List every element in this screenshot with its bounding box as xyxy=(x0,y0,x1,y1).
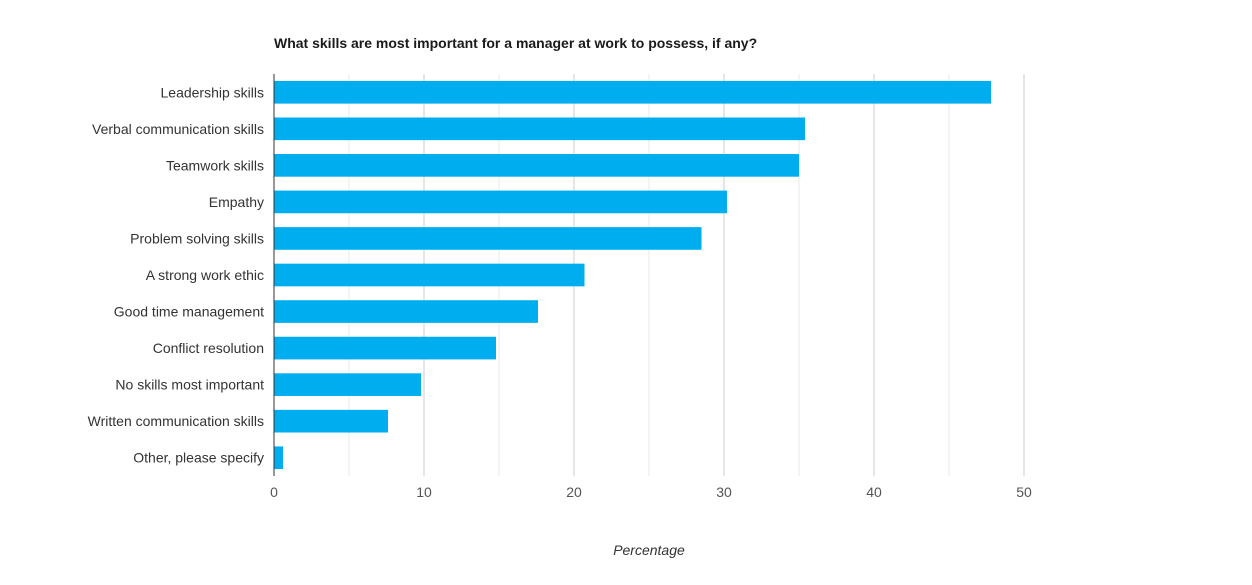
x-tick-label: 50 xyxy=(1016,484,1032,500)
x-tick-label: 40 xyxy=(866,484,882,500)
category-label: No skills most important xyxy=(115,377,264,393)
category-label: Written communication skills xyxy=(88,413,264,429)
x-axis-title: Percentage xyxy=(613,542,685,558)
x-tick-label: 20 xyxy=(566,484,582,500)
category-label: Conflict resolution xyxy=(153,340,264,356)
x-tick-label: 30 xyxy=(716,484,732,500)
bar xyxy=(274,154,799,177)
x-tick-label: 0 xyxy=(270,484,278,500)
category-label: Problem solving skills xyxy=(130,230,264,246)
bar xyxy=(274,300,538,323)
bar xyxy=(274,446,283,470)
category-label: Empathy xyxy=(209,194,264,210)
category-label: Other, please specify xyxy=(133,450,264,466)
category-label: Leadership skills xyxy=(161,84,265,100)
bar xyxy=(274,409,388,433)
bar xyxy=(274,263,585,287)
category-label: Good time management xyxy=(114,304,264,320)
bar xyxy=(274,336,496,360)
bar xyxy=(274,117,805,141)
category-label: Teamwork skills xyxy=(166,157,264,173)
bar xyxy=(274,190,727,214)
bar xyxy=(274,227,702,250)
chart-title: What skills are most important for a man… xyxy=(274,35,758,51)
category-label: Verbal communication skills xyxy=(92,121,264,137)
category-label: A strong work ethic xyxy=(146,267,264,283)
bar xyxy=(274,80,991,104)
x-tick-label: 10 xyxy=(416,484,432,500)
bar xyxy=(274,373,421,396)
